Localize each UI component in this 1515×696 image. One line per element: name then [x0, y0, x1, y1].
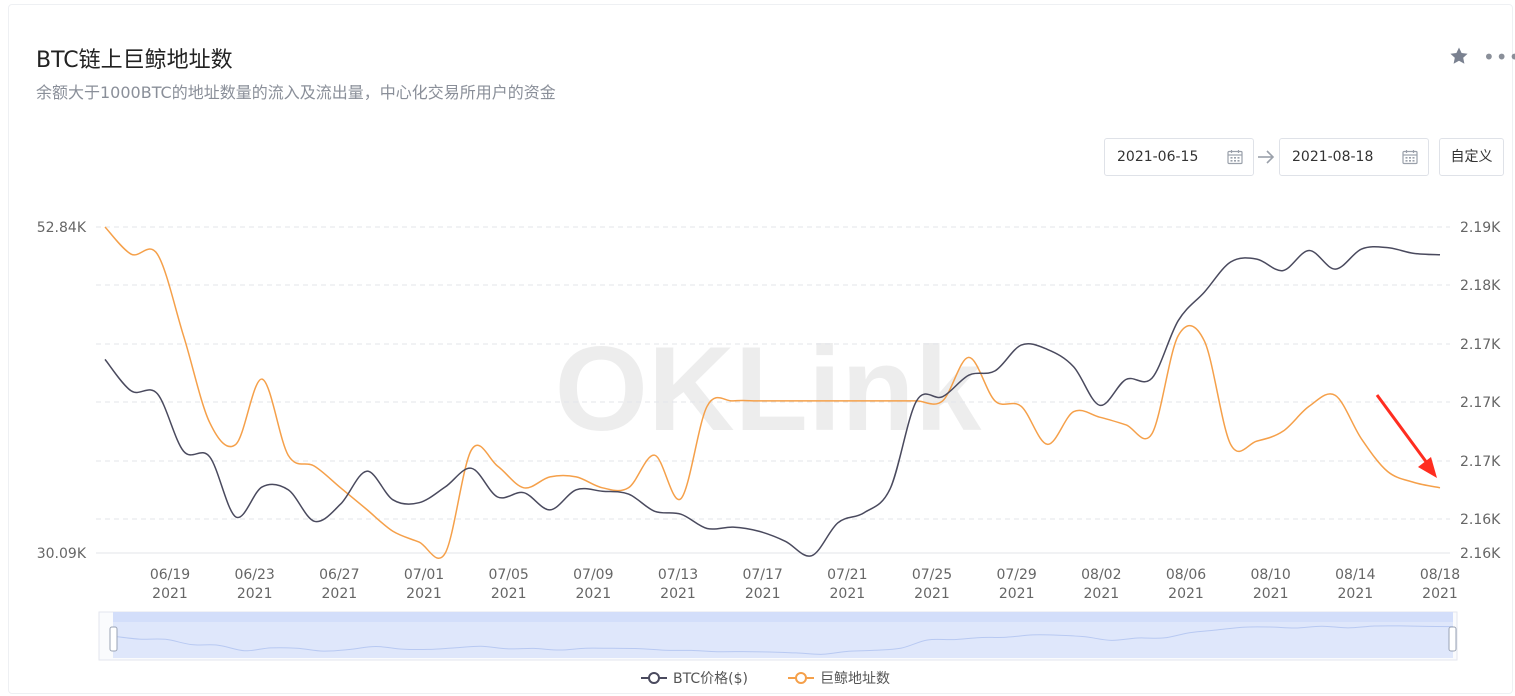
x-axis-tick-year: 2021: [1253, 586, 1289, 602]
chart-card: [8, 4, 1513, 694]
page-title: BTC链上巨鲸地址数: [36, 48, 233, 73]
x-axis-tick-year: 2021: [152, 586, 188, 602]
x-axis-tick-date: 07/01: [404, 567, 444, 583]
x-axis-tick-date: 07/17: [742, 567, 782, 583]
legend-label-btc: BTC价格($): [673, 671, 748, 687]
right-axis-tick: 2.16K: [1460, 512, 1501, 528]
x-axis-tick-year: 2021: [237, 586, 273, 602]
star-icon[interactable]: [1449, 46, 1469, 66]
zoom-handle-right[interactable]: [1448, 626, 1457, 652]
zoom-preview-line: [112, 625, 1454, 655]
start-date-value: 2021-06-15: [1117, 149, 1199, 165]
series-line-whale-addresses: [104, 226, 1441, 560]
x-axis-tick-date: 07/29: [996, 567, 1036, 583]
right-axis-tick: 2.17K: [1460, 395, 1501, 411]
x-axis-tick-year: 2021: [491, 586, 527, 602]
x-axis-tick-date: 06/27: [319, 567, 359, 583]
annotation-arrow: [1375, 394, 1437, 478]
calendar-icon: [1402, 150, 1418, 165]
left-axis-tick: 52.84K: [37, 220, 87, 236]
more-options-icon[interactable]: •••: [1483, 45, 1515, 69]
end-date-value: 2021-08-18: [1292, 149, 1374, 165]
x-axis-tick-date: 07/25: [912, 567, 952, 583]
legend-label-whale: 巨鲸地址数: [820, 671, 890, 687]
series-line-btc-price: [104, 245, 1441, 557]
legend-item-whale[interactable]: 巨鲸地址数: [788, 668, 890, 688]
x-axis-tick-date: 08/18: [1420, 567, 1460, 583]
right-axis-tick: 2.16K: [1460, 546, 1501, 562]
right-axis-tick: 2.17K: [1460, 337, 1501, 353]
zoom-handle-left[interactable]: [109, 626, 118, 652]
x-axis-tick-year: 2021: [1338, 586, 1374, 602]
x-axis-tick-year: 2021: [745, 586, 781, 602]
watermark: OKLink: [555, 322, 982, 456]
x-axis-tick-date: 08/06: [1166, 567, 1206, 583]
left-axis-labels: 52.84K 30.09K: [37, 220, 87, 562]
x-axis-tick-date: 06/19: [150, 567, 190, 583]
x-axis-tick-date: 08/10: [1250, 567, 1290, 583]
x-axis-tick-year: 2021: [660, 586, 696, 602]
x-axis-tick-year: 2021: [576, 586, 612, 602]
x-axis-labels: 06/19 2021 06/23 2021 06/27 2021 07/01 2021 07/0…: [150, 567, 1460, 602]
right-axis-labels: 2.19K 2.18K 2.17K 2.17K 2.17K 2.16K 2.16K: [1460, 220, 1501, 562]
x-axis-tick-year: 2021: [999, 586, 1035, 602]
end-date-input[interactable]: 2021-08-18: [1279, 138, 1429, 176]
x-axis-tick-date: 07/05: [488, 567, 528, 583]
left-axis-tick: 30.09K: [37, 546, 87, 562]
x-axis-tick-date: 06/23: [234, 567, 274, 583]
x-axis-tick-date: 08/14: [1335, 567, 1375, 583]
x-axis-tick-year: 2021: [914, 586, 950, 602]
start-date-input[interactable]: 2021-06-15: [1104, 138, 1254, 176]
grid-lines: [96, 226, 1450, 554]
data-zoom-slider[interactable]: [98, 611, 1458, 661]
x-axis-tick-year: 2021: [1168, 586, 1204, 602]
right-axis-tick: 2.18K: [1460, 278, 1501, 294]
x-axis-tick-year: 2021: [1422, 586, 1458, 602]
right-axis-tick: 2.17K: [1460, 454, 1501, 470]
arrow-right-icon: [1258, 150, 1275, 164]
x-axis-tick-year: 2021: [1084, 586, 1120, 602]
legend-item-btc[interactable]: BTC价格($): [641, 668, 748, 688]
x-axis-tick-year: 2021: [406, 586, 442, 602]
page-subtitle: 余额大于1000BTC的地址数量的流入及流出量，中心化交易所用户的资金: [36, 83, 556, 102]
x-axis-tick-year: 2021: [830, 586, 866, 602]
x-axis-tick-year: 2021: [322, 586, 358, 602]
x-axis-tick-date: 07/09: [573, 567, 613, 583]
custom-range-button[interactable]: 自定义: [1439, 138, 1504, 176]
x-axis-tick-date: 07/21: [827, 567, 867, 583]
right-axis-tick: 2.19K: [1460, 220, 1501, 236]
x-axis-tick-date: 07/13: [658, 567, 698, 583]
x-axis-tick-date: 08/02: [1081, 567, 1121, 583]
calendar-icon: [1227, 150, 1243, 165]
